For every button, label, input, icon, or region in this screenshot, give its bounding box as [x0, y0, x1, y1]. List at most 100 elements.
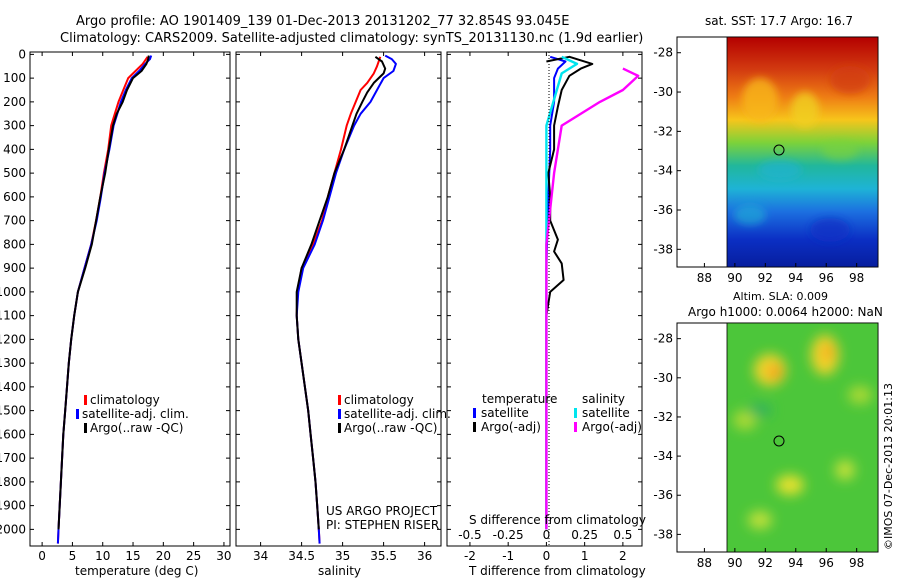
lat-tick-label: -34 [653, 449, 673, 463]
depth-tick-label: 2000 [0, 522, 26, 536]
lat-tick-label: -30 [653, 371, 673, 385]
difference-panel-frame [447, 52, 642, 546]
x-tick-label: 35.5 [370, 549, 397, 563]
sla-map-title-line-1: Altim. SLA: 0.009 [733, 290, 828, 303]
lat-tick-label: -32 [653, 124, 673, 138]
x-tick-label: 34.5 [288, 549, 315, 563]
lon-tick-label: 92 [758, 556, 773, 570]
legend-swatch-climatology [338, 395, 341, 405]
x-tick-label: 25 [186, 549, 201, 563]
x-tick-label: 20 [156, 549, 171, 563]
x-tick-label: 35 [335, 549, 350, 563]
sla-field [727, 323, 878, 552]
legend-label-sal-argo: Argo(-adj) [582, 420, 642, 434]
depth-tick-label: 0 [18, 47, 26, 61]
legend-label-temp-satellite: satellite [481, 406, 529, 420]
salinity-legend: climatology satellite-adj. clim. Argo(..… [326, 393, 451, 532]
depth-tick-label: 900 [3, 261, 26, 275]
legend-swatch-argo [84, 423, 87, 433]
salinity-x-axis: 34 34.5 35 35.5 36 [253, 52, 432, 563]
depth-tick-label: 700 [3, 214, 26, 228]
lon-tick-label: 90 [727, 271, 742, 285]
x-tick-label: 10 [95, 549, 110, 563]
depth-tick-label: 1100 [0, 309, 26, 323]
x-tick-label: 34 [253, 549, 268, 563]
series-line-temperature-argo-adj- [546, 57, 592, 530]
series-line-salinity-argo-adj- [546, 69, 638, 530]
legend-swatch-argo [338, 423, 341, 433]
lon-tick-label: 92 [758, 271, 773, 285]
depth-tick-label: 500 [3, 166, 26, 180]
depth-tick-label: 400 [3, 142, 26, 156]
lat-tick-label: -30 [653, 85, 673, 99]
legend-title-salinity: salinity [582, 392, 625, 406]
x-tick-label: 0 [543, 549, 551, 563]
salinity-panel-frame [236, 52, 441, 546]
series-line-climatology [58, 57, 148, 544]
x-tick-label: 36 [417, 549, 432, 563]
legend-label-satellite: satellite-adj. clim. [82, 407, 189, 421]
pi-annotation: PI: STEPHEN RISER [326, 518, 439, 532]
figure-canvas: Argo profile: AO 1901409_139 01-Dec-2013… [0, 0, 900, 580]
depth-tick-label: 1800 [0, 475, 26, 489]
lat-tick-label: -28 [653, 332, 673, 346]
temperature-x-axis: 0 5 10 15 20 25 30 [38, 52, 231, 563]
depth-tick-label: 1400 [0, 380, 26, 394]
salinity-axis-label: salinity [318, 564, 361, 578]
legend-label-climatology: climatology [90, 393, 160, 407]
legend-label-argo: Argo(..raw -QC) [90, 421, 183, 435]
s-difference-axis-label: S difference from climatology [469, 513, 646, 527]
salinity-difference-axis: -0.5 -0.25 0 0.25 0.5 [458, 528, 632, 542]
series-line-argo-raw-qc- [59, 56, 149, 530]
difference-series [546, 57, 638, 530]
sst-map: -28 -30 -32 -34 -36 -38 88 90 92 94 96 98 [653, 37, 878, 285]
x-tick-label: 2 [619, 549, 627, 563]
sst-field [727, 37, 878, 267]
lat-tick-label: -32 [653, 410, 673, 424]
lat-tick-label: -36 [653, 203, 673, 217]
depth-tick-label: 800 [3, 237, 26, 251]
temperature-legend: climatology satellite-adj. clim. Argo(..… [76, 393, 189, 435]
depth-tick-label: 600 [3, 190, 26, 204]
depth-tick-label: 1000 [0, 285, 26, 299]
s-tick-label: -0.25 [493, 528, 524, 542]
temperature-axis-label: temperature (deg C) [75, 564, 198, 578]
lat-tick-label: -38 [653, 527, 673, 541]
temperature-panel-frame [30, 52, 230, 546]
imos-timestamp: ©IMOS 07-Dec-2013 20:01:13 [882, 383, 895, 550]
lon-tick-label: 90 [727, 556, 742, 570]
legend-label-satellite: satellite-adj. clim. [344, 407, 451, 421]
s-tick-label: -0.5 [458, 528, 481, 542]
legend-label-temp-argo: Argo(-adj) [481, 420, 541, 434]
lat-tick-label: -28 [653, 46, 673, 60]
depth-tick-label: 1900 [0, 499, 26, 513]
legend-label-climatology: climatology [344, 393, 414, 407]
title-line-2: Climatology: CARS2009. Satellite-adjuste… [60, 31, 643, 46]
depth-tick-label: 300 [3, 119, 26, 133]
series-line-satellite-adj-clim- [58, 56, 151, 544]
lon-tick-label: 98 [849, 556, 864, 570]
sst-map-title: sat. SST: 17.7 Argo: 16.7 [705, 14, 853, 28]
lat-tick-label: -34 [653, 164, 673, 178]
lon-tick-label: 94 [788, 271, 803, 285]
depth-tick-label: 1500 [0, 404, 26, 418]
x-tick-label: 1 [581, 549, 589, 563]
x-tick-label: -2 [464, 549, 476, 563]
depth-tick-label: 1200 [0, 332, 26, 346]
depth-tick-label: 1300 [0, 356, 26, 370]
depth-tick-label: 100 [3, 71, 26, 85]
temperature-series [58, 56, 151, 544]
legend-swatch-sal-argo [574, 422, 577, 432]
difference-legend: temperature salinity satellite Argo(-adj… [473, 392, 642, 434]
depth-tick-label: 1600 [0, 427, 26, 441]
legend-swatch-climatology [84, 395, 87, 405]
lon-tick-label: 94 [788, 556, 803, 570]
legend-swatch-temp-satellite [473, 408, 476, 418]
legend-swatch-sal-satellite [574, 408, 577, 418]
lat-tick-label: -36 [653, 488, 673, 502]
series-line-argo-raw-qc- [297, 57, 386, 530]
x-tick-label: 30 [216, 549, 231, 563]
legend-swatch-temp-argo [473, 422, 476, 432]
figure: Argo profile: AO 1901409_139 01-Dec-2013… [0, 0, 900, 580]
x-tick-label: 15 [125, 549, 140, 563]
